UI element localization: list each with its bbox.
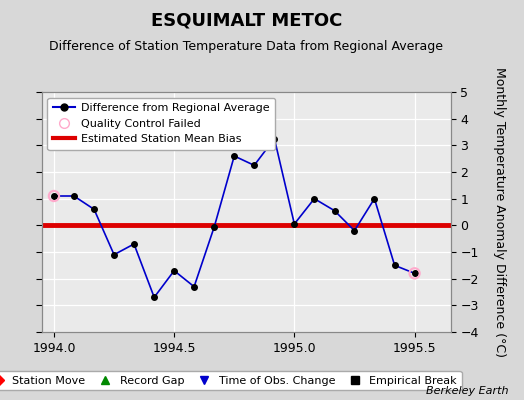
Text: Berkeley Earth: Berkeley Earth xyxy=(426,386,508,396)
Difference from Regional Average xyxy=(351,228,357,233)
Difference from Regional Average xyxy=(131,242,137,246)
Quality Control Failed xyxy=(410,270,419,276)
Difference from Regional Average xyxy=(271,136,278,141)
Legend: Station Move, Record Gap, Time of Obs. Change, Empirical Break: Station Move, Record Gap, Time of Obs. C… xyxy=(0,371,462,390)
Y-axis label: Monthly Temperature Anomaly Difference (°C): Monthly Temperature Anomaly Difference (… xyxy=(493,67,506,357)
Text: Difference of Station Temperature Data from Regional Average: Difference of Station Temperature Data f… xyxy=(49,40,443,53)
Quality Control Failed xyxy=(50,193,58,199)
Text: ESQUIMALT METOC: ESQUIMALT METOC xyxy=(150,12,342,30)
Difference from Regional Average xyxy=(211,224,217,229)
Difference from Regional Average xyxy=(372,196,378,201)
Difference from Regional Average xyxy=(171,268,177,273)
Difference from Regional Average xyxy=(331,208,337,213)
Difference from Regional Average xyxy=(91,207,97,212)
Difference from Regional Average xyxy=(51,194,57,198)
Difference from Regional Average xyxy=(411,271,418,276)
Difference from Regional Average xyxy=(391,263,398,268)
Difference from Regional Average xyxy=(251,163,257,168)
Difference from Regional Average xyxy=(231,154,237,158)
Difference from Regional Average xyxy=(191,284,197,289)
Difference from Regional Average xyxy=(291,222,298,226)
Difference from Regional Average xyxy=(111,252,117,257)
Line: Difference from Regional Average: Difference from Regional Average xyxy=(51,136,417,300)
Difference from Regional Average xyxy=(71,194,77,198)
Difference from Regional Average xyxy=(311,196,318,201)
Difference from Regional Average xyxy=(151,295,157,300)
